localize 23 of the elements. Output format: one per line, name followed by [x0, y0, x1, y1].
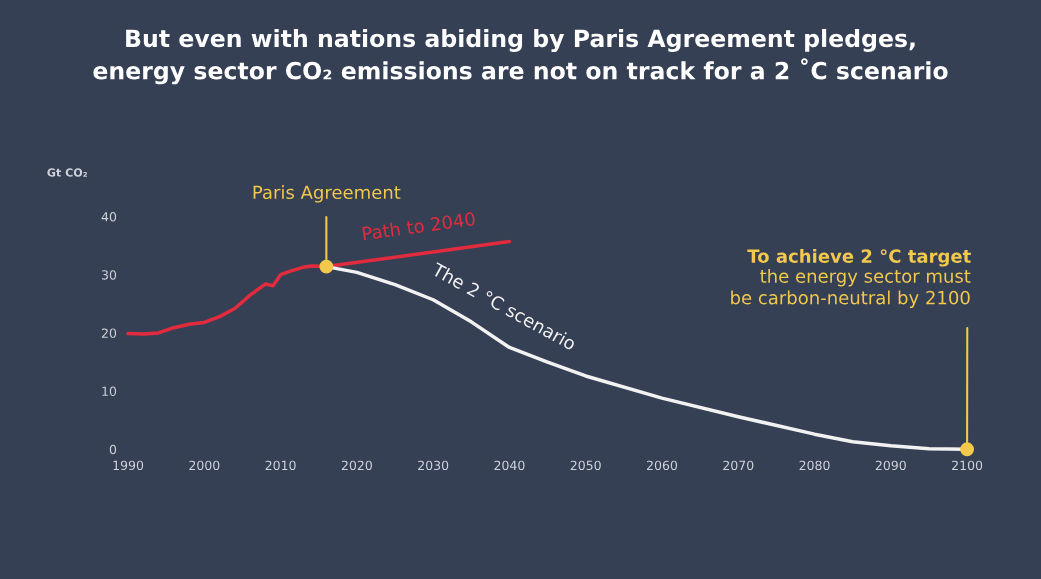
y-axis-title: Gt CO₂ — [47, 168, 87, 177]
x-tick-label: 2040 — [494, 460, 525, 471]
x-tick-label: 2090 — [875, 460, 906, 471]
y-tick-label: 20 — [101, 328, 117, 338]
annotation: the energy sector must be carbon-neutral by 2100 — [731, 268, 971, 308]
x-tick-label: 2060 — [646, 460, 678, 471]
x-tick-label: 2030 — [418, 460, 449, 471]
x-tick-label: 2050 — [570, 460, 601, 471]
y-tick-label: 10 — [102, 386, 117, 397]
x-tick-label: 1990 — [113, 460, 144, 471]
x-tick-label: 2070 — [723, 460, 754, 471]
annotation: Paris Agreement — [253, 185, 401, 203]
x-tick-label: 2100 — [952, 460, 983, 471]
chart-title: But even with nations abiding by Paris Agreement pledges, energy sector CO₂ emissions are not on track for a 2 ˚C scenario — [93, 28, 948, 85]
y-tick-label: 40 — [101, 212, 117, 222]
x-tick-label: 2080 — [799, 460, 830, 471]
x-tick-label: 2000 — [189, 460, 220, 471]
annotation: To achieve 2 °C target — [747, 248, 971, 267]
y-tick-label: 0 — [109, 444, 117, 455]
x-tick-label: 2010 — [265, 460, 296, 471]
y-tick-label: 30 — [101, 270, 117, 280]
text: Path to 2040 — [362, 211, 476, 241]
x-tick-label: 2020 — [341, 460, 372, 471]
